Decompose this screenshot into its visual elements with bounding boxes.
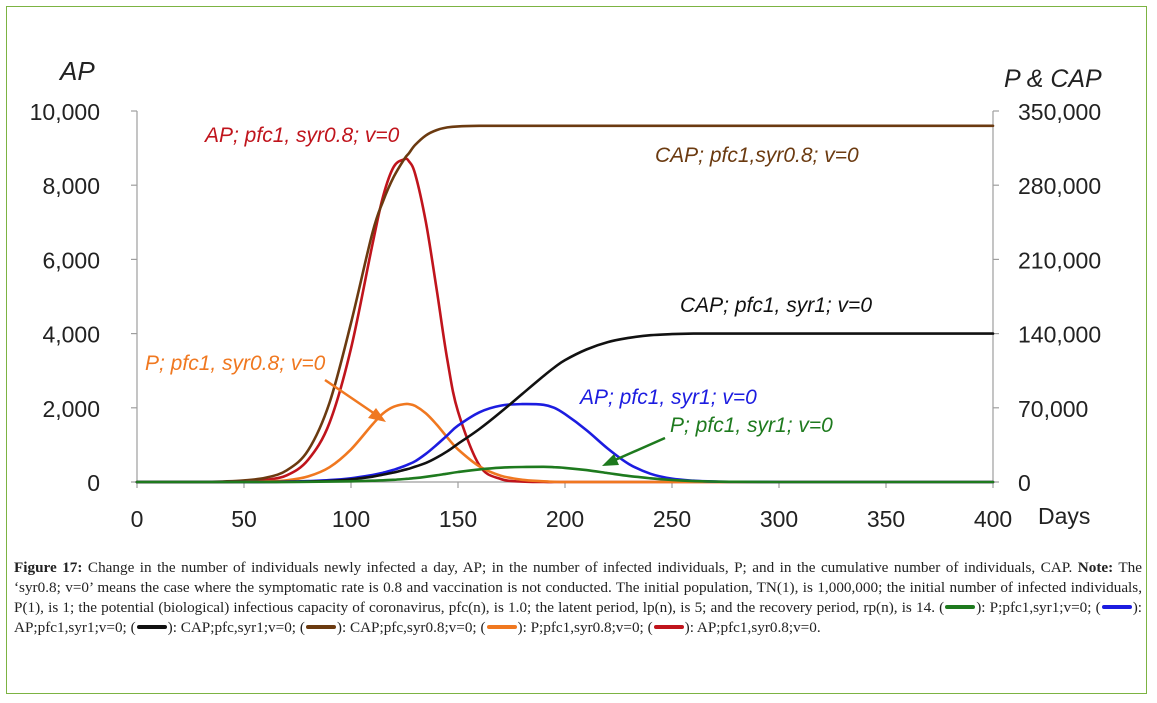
legend-item-cap-syr08: (): CAP;pfc,syr0.8;v=0; [299, 619, 477, 636]
left-tick-label: 4,000 [42, 322, 100, 348]
label-cap-syr08: CAP; pfc1,syr0.8; v=0 [655, 144, 859, 167]
arrow-p-syr08 [324, 378, 386, 422]
legend-swatch [305, 625, 336, 630]
right-tick-label: 0 [1018, 470, 1031, 496]
series-line-p-pfc1-syr1-v-0 [135, 465, 995, 484]
ticks-layer: 0 2,000 4,000 6,000 8,000 10,000 0 70,000 140,00… [30, 99, 1102, 532]
x-tick-label: 150 [439, 506, 477, 532]
x-axis-label: Days [1038, 503, 1090, 529]
left-axis-title: AP [58, 56, 95, 86]
series-layer [135, 124, 995, 484]
caption-note-text: The ‘syr0.8; v=0’ means the case where t… [14, 559, 1142, 616]
caption-text: Change in the number of individuals newl… [82, 559, 1078, 576]
left-tick-label: 0 [87, 470, 100, 496]
left-tick-label: 10,000 [30, 99, 100, 125]
legend-swatch [945, 605, 976, 610]
label-p-syr08: P; pfc1, syr0.8; v=0 [145, 352, 326, 375]
series-line-ap-pfc1-syr0-8-v-0 [135, 157, 995, 484]
x-tick-label: 350 [867, 506, 905, 532]
left-tick-label: 2,000 [42, 396, 100, 422]
right-tick-label: 70,000 [1018, 396, 1088, 422]
caption-note-label: Note: [1077, 559, 1114, 576]
right-tick-label: 210,000 [1018, 247, 1101, 273]
label-ap-syr1: AP; pfc1, syr1; v=0 [578, 386, 757, 409]
label-cap-syr1: CAP; pfc1, syr1; v=0 [680, 294, 872, 317]
arrow-p-syr1 [602, 436, 666, 466]
figure-caption: Figure 17: Change in the number of indiv… [14, 558, 1142, 638]
x-tick-label: 50 [231, 506, 257, 532]
legend-item-ap-syr08: (): AP;pfc1,syr0.8;v=0. [647, 619, 821, 636]
right-tick-label: 350,000 [1018, 99, 1101, 125]
left-tick-label: 8,000 [42, 173, 100, 199]
label-p-syr1: P; pfc1, syr1; v=0 [670, 414, 833, 437]
legend-item-cap-syr1: (): CAP;pfc,syr1;v=0; [130, 619, 297, 636]
legend-swatch [486, 625, 517, 630]
legend-swatch [1101, 605, 1132, 610]
figure-frame [6, 6, 1147, 694]
right-tick-label: 140,000 [1018, 322, 1101, 348]
caption-lead: Figure 17: [14, 559, 83, 576]
legend-swatch [653, 625, 684, 630]
x-tick-label: 400 [974, 506, 1012, 532]
x-tick-label: 100 [332, 506, 370, 532]
x-tick-label: 0 [131, 506, 144, 532]
chart: 0 2,000 4,000 6,000 8,000 10,000 0 70,000 140,00… [30, 56, 1102, 532]
x-tick-label: 250 [653, 506, 691, 532]
legend-item-ap-syr1: (): AP;pfc1,syr1;v=0; [14, 599, 1143, 636]
legend-swatch [136, 625, 167, 630]
legend-item-p-syr08: (): P;pfc1,syr0.8;v=0; [480, 619, 644, 636]
series-line-cap-pfc1-syr0-8-v-0 [135, 124, 995, 484]
left-tick-label: 6,000 [42, 247, 100, 273]
legend-item-p-syr1: (): P;pfc1,syr1;v=0; [939, 599, 1092, 616]
x-tick-label: 200 [546, 506, 584, 532]
series-line-ap-pfc1-syr1-v-0 [135, 402, 995, 484]
right-tick-label: 280,000 [1018, 173, 1101, 199]
label-ap-syr08: AP; pfc1, syr0.8; v=0 [203, 124, 400, 147]
x-tick-label: 300 [760, 506, 798, 532]
right-axis-title: P & CAP [1004, 65, 1102, 93]
